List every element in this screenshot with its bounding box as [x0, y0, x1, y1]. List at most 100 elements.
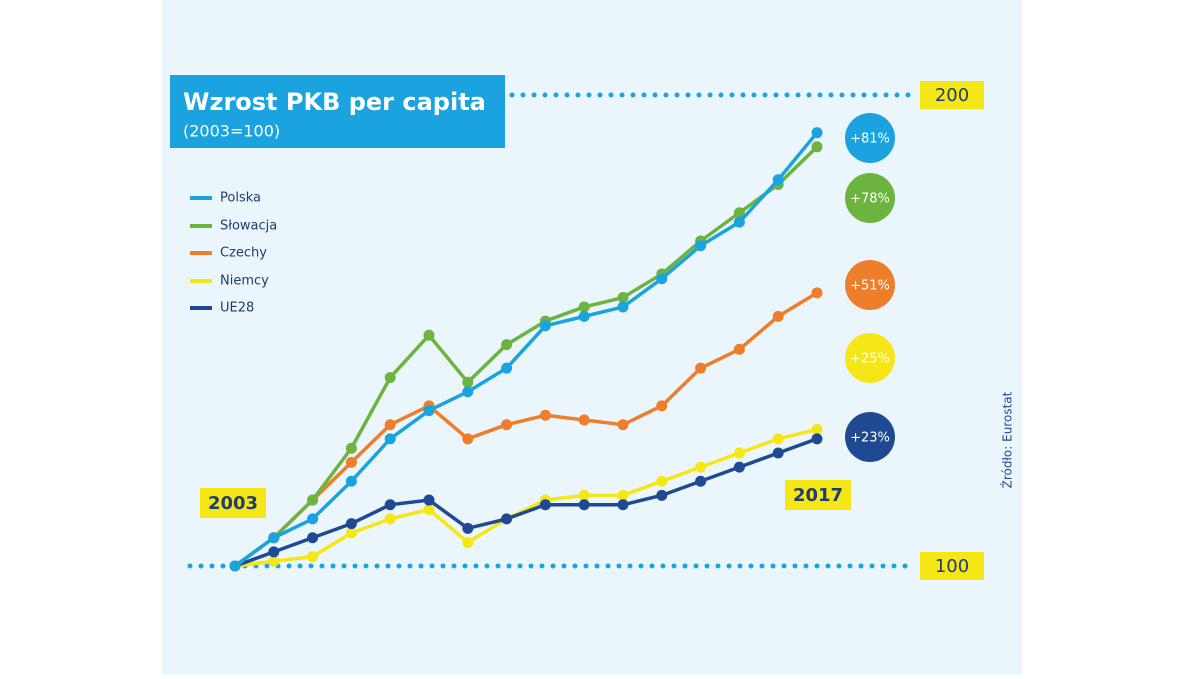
point: [811, 141, 823, 153]
point: [501, 419, 513, 431]
point: [345, 475, 357, 487]
point: [578, 301, 590, 313]
point: [656, 400, 668, 412]
point: [578, 414, 590, 426]
point: [345, 442, 357, 454]
end-label: +51%: [850, 279, 890, 294]
point: [772, 433, 784, 445]
point: [462, 522, 474, 534]
legend-label: Słowacja: [220, 219, 277, 234]
point: [811, 287, 823, 299]
end-label: +81%: [850, 132, 890, 147]
legend-label: Czechy: [220, 246, 267, 261]
point: [578, 499, 590, 511]
point: [772, 310, 784, 322]
series-line: [233, 131, 819, 568]
point: [462, 536, 474, 548]
point: [772, 174, 784, 186]
point: [423, 405, 435, 417]
point: [578, 310, 590, 322]
end-badge: [845, 173, 895, 223]
point: [462, 433, 474, 445]
series-line: [233, 145, 819, 568]
point: [462, 376, 474, 388]
y-tick-label: 100: [935, 556, 969, 577]
end-badge: [845, 412, 895, 462]
end-badge: [845, 333, 895, 383]
point: [423, 494, 435, 506]
point: [811, 423, 823, 435]
series-line: [234, 437, 818, 568]
point: [617, 499, 629, 511]
point: [307, 532, 319, 544]
point: [423, 329, 435, 341]
point: [695, 362, 707, 374]
point: [384, 372, 396, 384]
x-label-box: [200, 488, 266, 518]
legend-label: UE28: [220, 301, 254, 316]
point: [345, 518, 357, 530]
point: [229, 560, 241, 572]
point: [733, 216, 745, 228]
point: [695, 240, 707, 252]
legend-label: Niemcy: [220, 274, 269, 289]
point: [811, 433, 823, 445]
point: [307, 513, 319, 525]
series-line: [234, 427, 818, 568]
point: [656, 489, 668, 501]
point: [539, 499, 551, 511]
point: [733, 461, 745, 473]
point: [578, 489, 590, 501]
point: [384, 433, 396, 445]
point: [733, 207, 745, 219]
point: [617, 292, 629, 304]
point: [656, 475, 668, 487]
point: [462, 386, 474, 398]
point: [695, 475, 707, 487]
source: Źródło: Eurostat: [1000, 391, 1015, 488]
point: [695, 461, 707, 473]
point: [656, 273, 668, 285]
point: [501, 513, 513, 525]
end-label: +78%: [850, 192, 890, 207]
point: [268, 546, 280, 558]
point: [617, 489, 629, 501]
point: [423, 503, 435, 515]
point: [268, 555, 280, 567]
point: [307, 494, 319, 506]
point: [501, 339, 513, 351]
x-tick-label: 2003: [208, 493, 258, 514]
end-badge: [845, 260, 895, 310]
point: [384, 499, 396, 511]
point: [268, 532, 280, 544]
end-label: +25%: [850, 352, 890, 367]
point: [617, 301, 629, 313]
title-box: [170, 75, 505, 148]
point: [733, 343, 745, 355]
point: [539, 320, 551, 332]
y-tick-label: 200: [935, 85, 969, 106]
y-tick-box: [920, 552, 984, 580]
point: [617, 419, 629, 431]
point: [345, 456, 357, 468]
point: [811, 127, 823, 139]
series-line: [233, 291, 818, 568]
chart-title: Wzrost PKB per capita: [183, 88, 486, 116]
point: [307, 551, 319, 563]
end-label: +23%: [850, 431, 890, 446]
x-tick-label: 2017: [793, 485, 843, 506]
point: [733, 447, 745, 459]
end-badge: [845, 113, 895, 163]
y-tick-box: [920, 81, 984, 109]
point: [501, 362, 513, 374]
legend-label: Polska: [220, 191, 261, 206]
point: [539, 409, 551, 421]
point: [384, 419, 396, 431]
x-label-box: [785, 480, 851, 510]
point: [345, 527, 357, 539]
point: [772, 447, 784, 459]
chart-subtitle: (2003=100): [183, 122, 280, 141]
point: [384, 513, 396, 525]
